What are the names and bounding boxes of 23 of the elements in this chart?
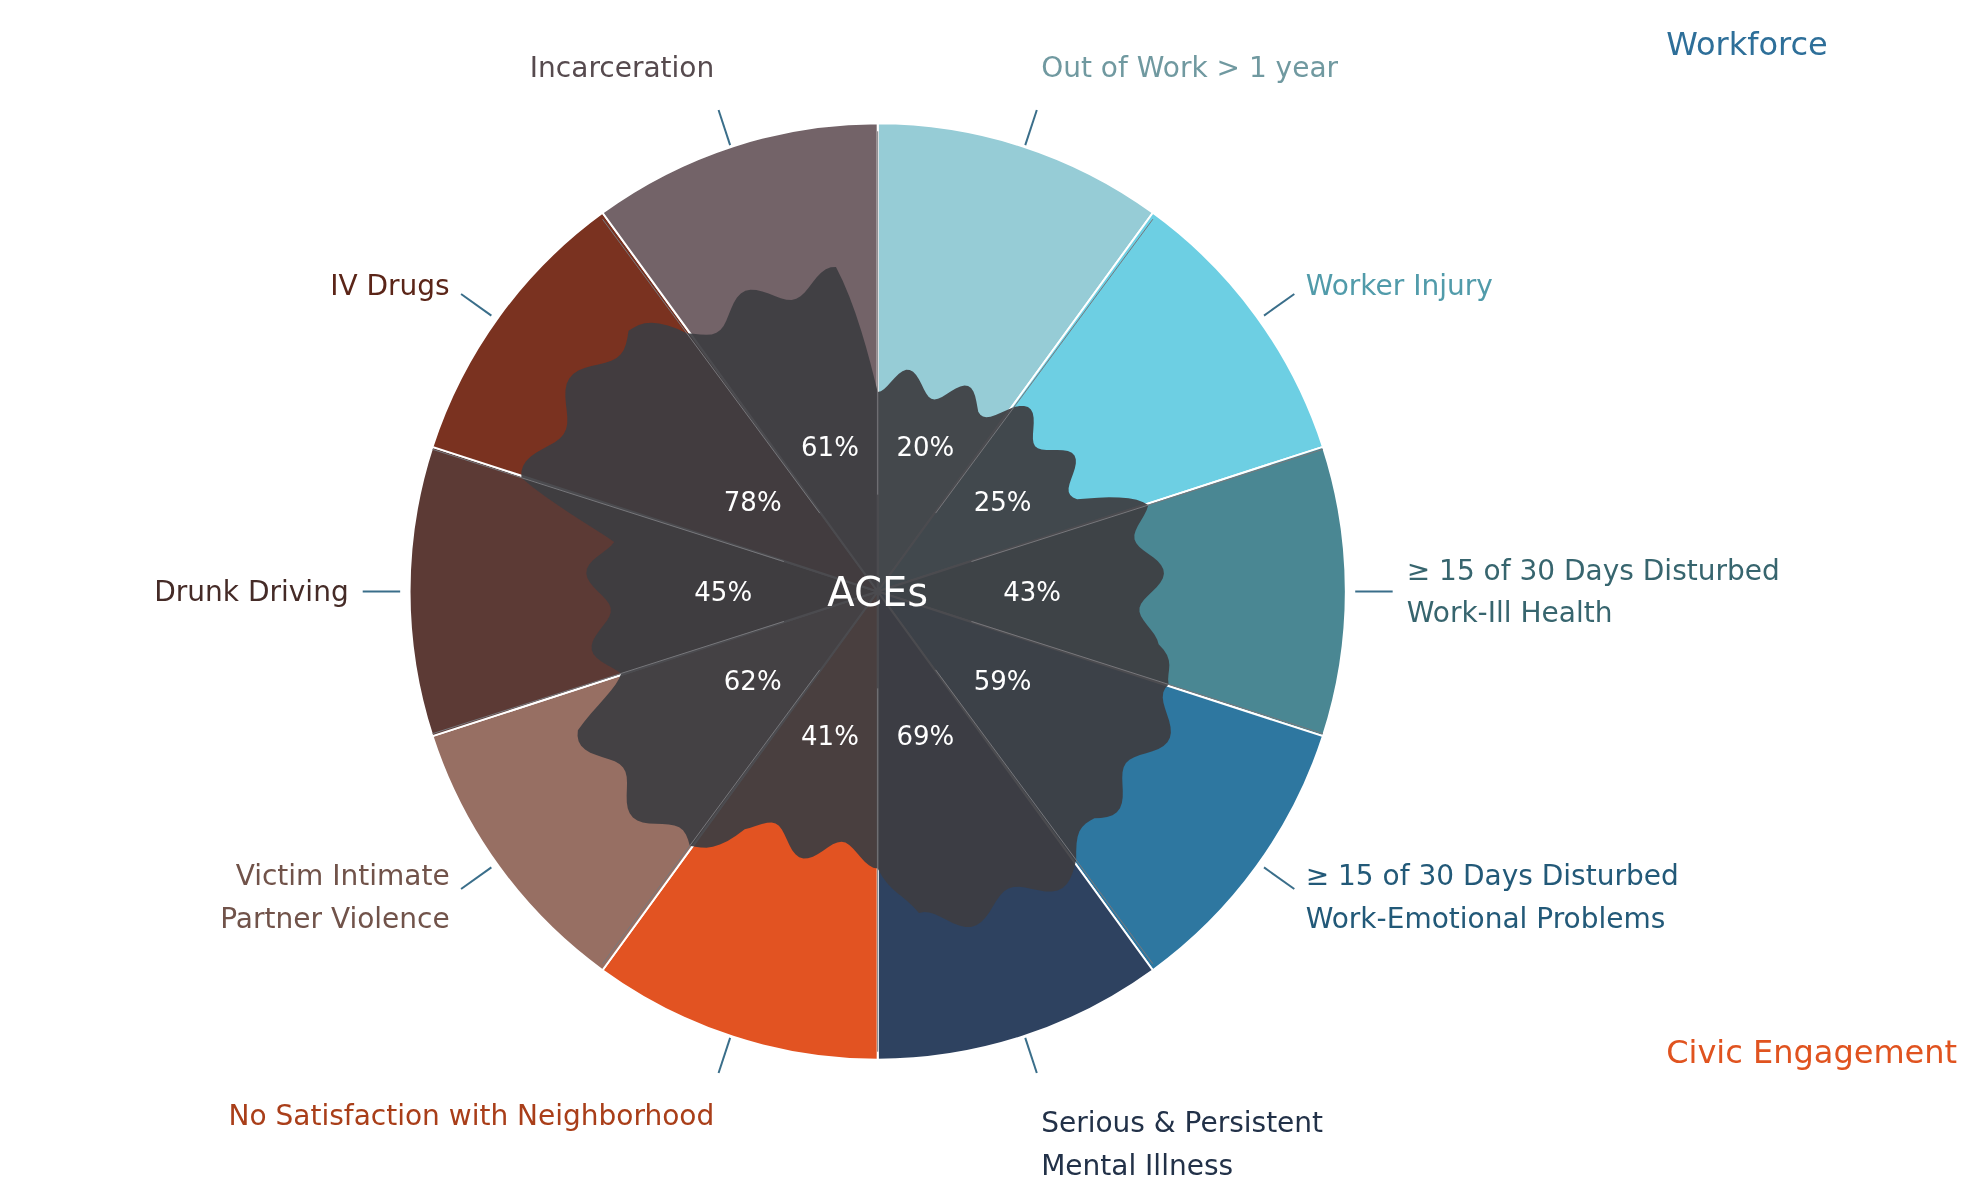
category-label: Incarceration [529,51,715,85]
data-label: 61% [801,432,859,463]
data-label: 69% [896,720,955,751]
category-label: IV Drugs [330,269,450,303]
category-label: Worker Injury [1305,269,1493,303]
category-label: ≥ 15 of 30 Days Disturbed Work-Ill Health [1406,553,1780,630]
text: ACEs [827,568,929,615]
category-label: Out of Work > 1 year [1041,51,1339,85]
category-label: Drunk Driving [154,575,349,608]
category-label: Victim Intimate Partner Violence [220,859,450,936]
data-label: 41% [801,720,859,751]
data-label: 45% [694,576,753,607]
data-label: 43% [1003,576,1062,607]
data-label: 25% [973,487,1032,518]
data-label: 20% [896,432,955,463]
category-label: ≥ 15 of 30 Days Disturbed Work-Emotional Problems [1305,859,1679,936]
category-label: No Satisfaction with Neighborhood [228,1098,715,1132]
data-label: 59% [973,665,1032,696]
text: Workforce [1666,25,1828,64]
text: Civic Engagement [1666,1032,1958,1071]
data-label: 78% [723,487,782,518]
category-label: Serious & Persistent Mental Illness [1041,1106,1324,1182]
data-label: 62% [723,665,782,696]
